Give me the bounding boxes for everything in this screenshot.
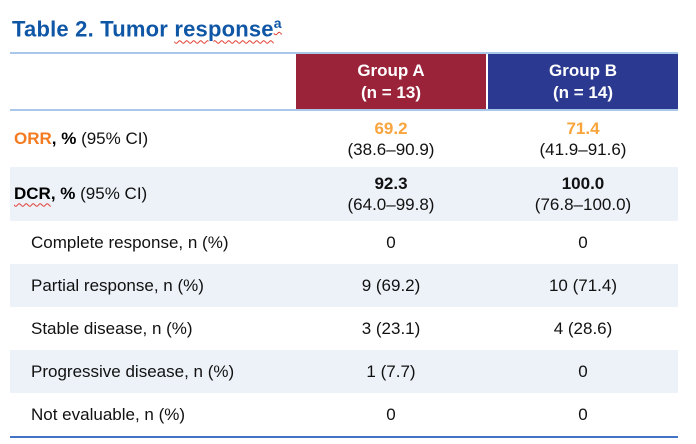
dcr-ci-b: (76.8–100.0) [534,195,632,215]
group-a-n: (n = 13) [361,82,421,102]
cell-group-a: 92.3 (64.0–99.8) [296,173,486,217]
row-label-orr: ORR, % (95% CI) [10,129,296,149]
cell-group-a: 1 (7.7) [366,361,416,381]
row-label: Partial response, n (%) [31,275,204,295]
table-header-row: Group A (n = 13) Group B (n = 14) [10,54,678,110]
table-row-dcr: DCR, % (95% CI) 92.3 (64.0–99.8) 100.0 (… [10,167,678,222]
row-label: Complete response, n (%) [31,232,229,252]
row-label: Stable disease, n (%) [31,318,193,338]
orr-ci-a: (38.6–90.9) [347,140,435,160]
column-header-group-a: Group A (n = 13) [296,54,486,110]
cell-group-a: 9 (69.2) [361,275,421,295]
table-row-stable-disease: Stable disease, n (%) 3 (23.1) 4 (28.6) [10,307,678,350]
orr-term: ORR [14,129,52,149]
cell-group-b: 4 (28.6) [553,318,613,338]
table-row-orr: ORR, % (95% CI) 69.2 (38.6–90.9) 71.4 (4… [10,111,678,167]
cell-group-b: 100.0 (76.8–100.0) [488,173,678,217]
group-a-label: Group A [357,61,425,81]
cell-group-b: 0 [578,404,588,424]
cell-group-b: 0 [578,361,588,381]
table-row-progressive-disease: Progressive disease, n (%) 1 (7.7) 0 [10,350,678,394]
column-header-group-b: Group B (n = 14) [488,54,678,110]
cell-group-a: 3 (23.1) [361,318,421,338]
title-prefix: Table 2. Tumor [12,16,175,42]
row-label: Not evaluable, n (%) [31,404,186,424]
row-label-dcr: DCR, % (95% CI) [10,184,296,204]
dcr-ci-note: (95% CI) [75,184,148,204]
dcr-value-b: 100.0 [561,173,605,193]
top-divider [10,52,678,55]
orr-ci-note: (95% CI) [76,129,149,149]
dcr-ci-a: (64.0–99.8) [347,195,435,215]
dcr-unit: , % [50,184,76,204]
dcr-term: DCR [14,184,51,204]
group-b-label: Group B [549,61,617,81]
bottom-divider [10,436,678,439]
table-row-not-evaluable: Not evaluable, n (%) 0 0 [10,393,678,436]
orr-value-a: 69.2 [374,118,408,138]
orr-value-b: 71.4 [566,118,600,138]
cell-group-b: 10 (71.4) [548,275,618,295]
title-word-response: response [174,16,274,42]
row-label: Progressive disease, n (%) [31,361,235,381]
title-footnote-marker: a [273,15,282,31]
orr-ci-b: (41.9–91.6) [539,140,627,160]
table-title: Table 2. Tumor responsea [12,8,696,44]
orr-unit: , % [51,129,77,149]
group-b-n: (n = 14) [553,82,613,102]
cell-group-a: 69.2 (38.6–90.9) [296,118,486,162]
dcr-value-a: 92.3 [374,173,408,193]
header-divider [10,109,678,112]
table-row-partial-response: Partial response, n (%) 9 (69.2) 10 (71.… [10,264,678,308]
cell-group-a: 0 [386,404,396,424]
table-row-complete-response: Complete response, n (%) 0 0 [10,221,678,264]
cell-group-b: 0 [578,232,588,252]
header-label-spacer [10,54,296,109]
cell-group-a: 0 [386,232,396,252]
cell-group-b: 71.4 (41.9–91.6) [488,118,678,162]
